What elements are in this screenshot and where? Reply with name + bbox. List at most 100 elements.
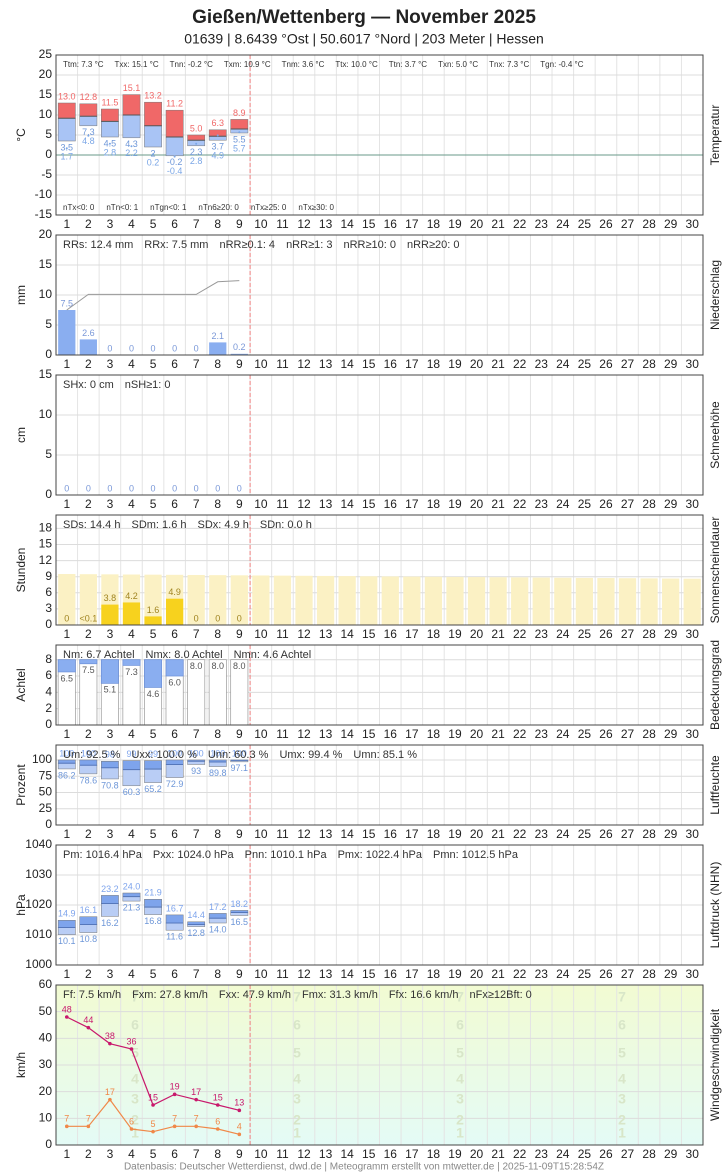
ground-min-label: 0.2 (147, 157, 160, 167)
day-label: 13 (319, 627, 333, 641)
stat-text: Nm: 6.7 Achtel (63, 649, 135, 661)
upper-bar (165, 914, 184, 924)
y-tick-label: 12 (39, 553, 53, 567)
lower-bar (57, 927, 76, 935)
stat-text: nRR≥0.1: 4 (219, 239, 275, 251)
stat-text: Ffx: 16.6 km/h (389, 989, 459, 1001)
day-label: 10 (254, 1147, 268, 1161)
stat-text: nFx≥12Bft: 0 (470, 989, 532, 1001)
day-label: 10 (254, 827, 268, 841)
ground-min-label: 2.8 (190, 156, 203, 166)
day-label: 16 (384, 217, 398, 231)
cloud-label: 7.3 (125, 667, 138, 677)
bar-label: 0 (129, 483, 134, 493)
max-label: 98 (105, 750, 115, 760)
side-label: Sonnenscheindauer (708, 517, 722, 624)
bar (79, 339, 97, 355)
upper-bar (144, 760, 162, 770)
day-label: 19 (448, 727, 462, 741)
day-label: 2 (85, 827, 92, 841)
bar-label: 0 (86, 483, 91, 493)
min-label: 70.8 (101, 780, 119, 790)
min-label: 16.5 (231, 917, 249, 927)
day-label: 15 (362, 827, 376, 841)
day-label: 28 (642, 967, 656, 981)
daylight-bar (381, 576, 399, 625)
day-label: 13 (319, 217, 333, 231)
wind-label: 13 (234, 1098, 244, 1108)
day-label: 26 (599, 727, 613, 741)
max-label: 14.4 (187, 910, 205, 920)
day-label: 4 (128, 357, 135, 371)
y-tick-label: 3 (45, 601, 52, 615)
beaufort-label: 1 (618, 1125, 626, 1141)
daylight-bar (662, 578, 680, 625)
beaufort-label: 2 (456, 1112, 464, 1128)
min-label: 16.8 (144, 916, 162, 926)
stat-text: SDx: 4.9 h (198, 519, 249, 531)
beaufort-label: 6 (131, 1017, 139, 1033)
day-label: 16 (384, 357, 398, 371)
day-label: 29 (664, 357, 678, 371)
bar-label: 0 (194, 343, 199, 353)
day-label: 17 (405, 967, 419, 981)
y-tick-label: 0 (45, 717, 52, 731)
min-label: 16.2 (101, 918, 119, 928)
ground-min-label: 4.9 (211, 151, 224, 161)
bar-label: <0.1 (79, 613, 97, 623)
wind-point (86, 1124, 91, 1129)
min-label: 89.8 (209, 768, 227, 778)
day-label: 26 (599, 967, 613, 981)
y-tick-label: 20 (39, 1084, 53, 1098)
max-label: 21.9 (144, 888, 162, 898)
max-label: 13.2 (144, 91, 162, 101)
day-label: 23 (535, 497, 549, 511)
max-label: 99 (148, 749, 158, 759)
y-tick-label: 1000 (25, 957, 52, 971)
day-label: 2 (85, 357, 92, 371)
day-label: 3 (107, 627, 114, 641)
daylight-bar (209, 575, 227, 625)
day-label: 5 (150, 217, 157, 231)
wind-point (64, 1015, 69, 1019)
max-label: 100 (59, 748, 74, 758)
day-label: 2 (85, 497, 92, 511)
day-label: 4 (128, 217, 135, 231)
day-label: 11 (276, 1147, 289, 1161)
wind-label: 38 (105, 1031, 115, 1041)
day-label: 17 (405, 627, 419, 641)
y-tick-label: 8 (45, 652, 52, 666)
stat-text: nTgn<0: 1 (150, 203, 187, 212)
side-label: Bedeckungsgrad (708, 640, 722, 730)
daylight-bar (187, 574, 205, 625)
daylight-bar (338, 576, 356, 625)
max-label: 100 (189, 748, 204, 758)
y-tick-label: 2 (45, 701, 52, 715)
day-label: 8 (214, 627, 221, 641)
day-label: 9 (236, 727, 243, 741)
day-label: 18 (427, 497, 441, 511)
stat-text: Tnm: 3.6 °C (282, 60, 325, 69)
plot-frame (55, 984, 704, 1146)
day-label: 14 (340, 727, 354, 741)
stat-text: SDs: 14.4 h (63, 519, 120, 531)
min-label: 14.0 (209, 924, 227, 934)
day-label: 29 (664, 1147, 678, 1161)
cloud-label: 5.1 (104, 685, 117, 695)
daylight-bar (273, 575, 292, 625)
y-axis-label: Prozent (14, 764, 28, 806)
bar-label: 0.2 (233, 342, 246, 352)
side-label: Luftfeuchte (708, 755, 722, 815)
day-label: 11 (276, 357, 289, 371)
max-label: 14.9 (58, 909, 76, 919)
min-label: 12.8 (187, 928, 205, 938)
lower-bar (165, 136, 184, 157)
cloud-bar (57, 659, 76, 673)
min-label: 72.9 (166, 779, 184, 789)
cloud-label: 8.0 (190, 661, 203, 671)
y-axis-label: mm (14, 285, 28, 305)
day-label: 14 (340, 1147, 354, 1161)
day-label: 18 (427, 1147, 441, 1161)
daylight-bar (446, 576, 464, 625)
